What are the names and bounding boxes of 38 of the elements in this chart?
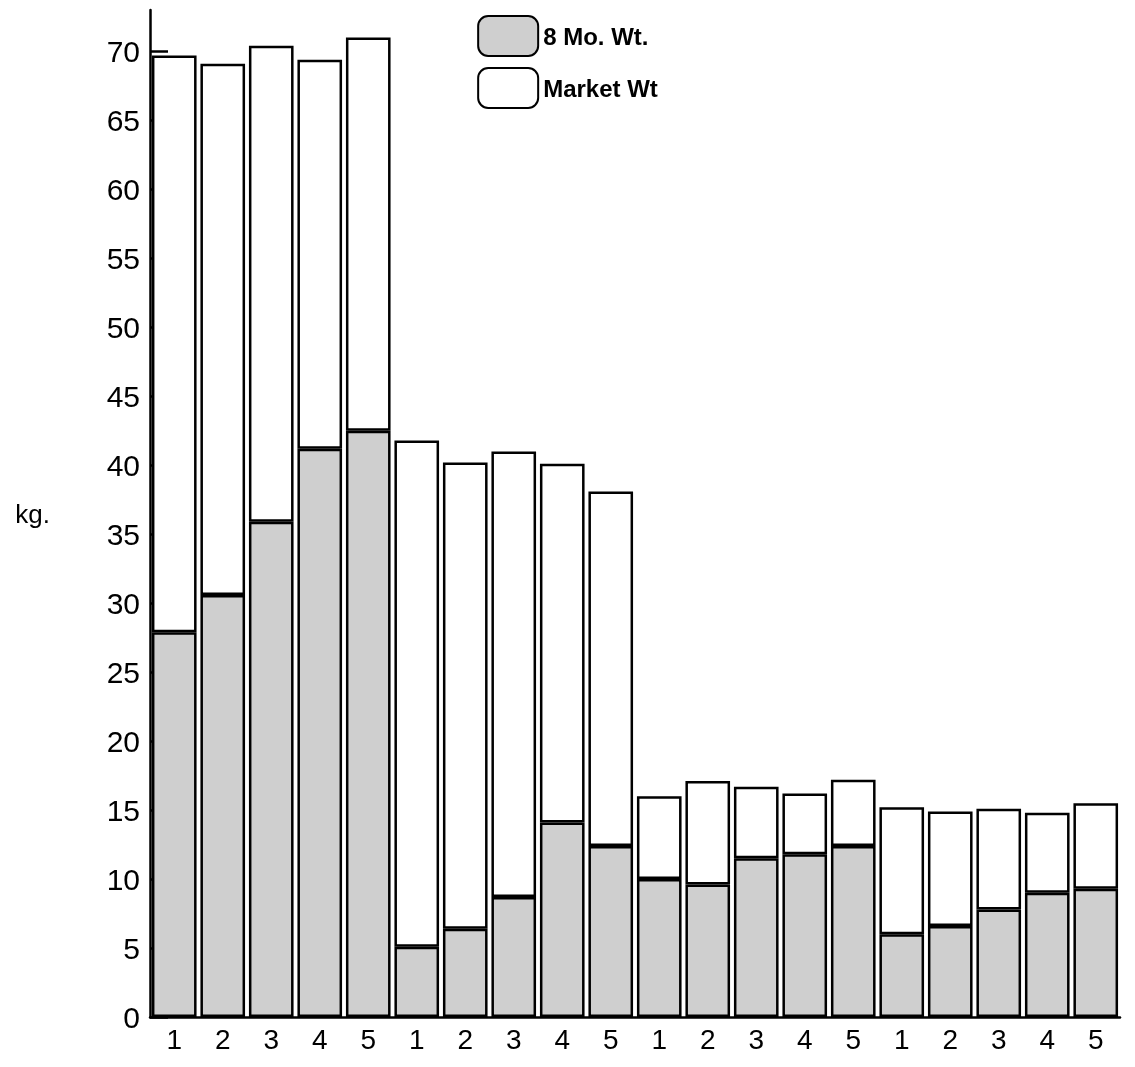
x-tick-label: 4	[311, 1023, 328, 1055]
y-tick-label: 50	[106, 310, 140, 344]
y-tick-label: 0	[123, 1000, 140, 1034]
x-tick-label: 2	[457, 1023, 474, 1055]
x-tick-label: 4	[796, 1023, 813, 1055]
legend-label: Market Wt	[543, 74, 658, 102]
y-tick-label: 55	[106, 241, 140, 275]
y-tick-label: 45	[106, 379, 140, 413]
y-tick-label: 20	[106, 724, 140, 758]
y-tick-label: 65	[106, 103, 140, 137]
y-tick-label: 25	[106, 655, 140, 689]
x-tick-label: 3	[990, 1023, 1007, 1055]
x-tick-label: 5	[360, 1023, 377, 1055]
x-tick-label: 1	[651, 1023, 668, 1055]
x-tick-label: 5	[602, 1023, 619, 1055]
x-tick-label: 3	[263, 1023, 280, 1055]
x-tick-label: 2	[942, 1023, 959, 1055]
x-tick-label: 1	[166, 1023, 183, 1055]
y-tick-label: 35	[106, 517, 140, 551]
y-tick-label: 60	[106, 172, 140, 206]
x-tick-label: 3	[505, 1023, 522, 1055]
legend-label: 8 Mo. Wt.	[543, 22, 649, 50]
x-tick-label: 4	[554, 1023, 571, 1055]
y-tick-label: 40	[106, 448, 140, 482]
y-tick-label: 10	[106, 862, 140, 896]
y-tick-label: 30	[106, 586, 140, 620]
y-tick-label: 15	[106, 793, 140, 827]
y-tick-label: 5	[123, 931, 140, 965]
x-tick-label: 2	[699, 1023, 716, 1055]
x-tick-label: 2	[214, 1023, 231, 1055]
x-tick-label: 3	[748, 1023, 765, 1055]
y-axis-title: kg.	[15, 498, 50, 529]
x-tick-label: 5	[845, 1023, 862, 1055]
y-tick-label: 70	[106, 34, 140, 68]
x-tick-label: 1	[408, 1023, 425, 1055]
x-tick-label: 1	[893, 1023, 910, 1055]
x-tick-label: 5	[1087, 1023, 1104, 1055]
x-tick-label: 4	[1039, 1023, 1056, 1055]
